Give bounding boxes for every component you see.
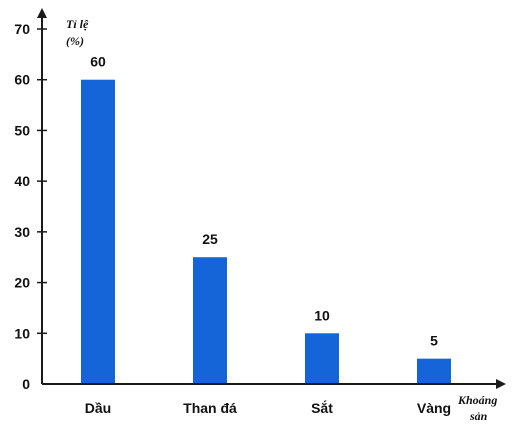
x-axis-title-line2: sản bbox=[469, 409, 488, 423]
y-tick-label: 20 bbox=[14, 275, 30, 291]
bar-value-label: 10 bbox=[314, 307, 330, 323]
y-tick-label: 10 bbox=[14, 325, 30, 341]
x-category-label: Sắt bbox=[311, 399, 333, 416]
y-axis-title-line1: Tỉ lệ bbox=[66, 17, 89, 31]
y-tick-label: 50 bbox=[14, 122, 30, 138]
y-tick-label: 0 bbox=[22, 376, 30, 392]
y-ticks: 0 10 20 30 40 50 60 70 bbox=[14, 21, 47, 392]
x-category-label: Than đá bbox=[183, 400, 237, 416]
bar bbox=[81, 79, 115, 384]
bar bbox=[417, 358, 451, 384]
bar-value-label: 5 bbox=[430, 333, 438, 349]
bar-value-label: 25 bbox=[202, 231, 218, 247]
bar bbox=[193, 257, 227, 384]
bar-value-label: 60 bbox=[90, 54, 106, 70]
x-category-label: Vàng bbox=[417, 400, 451, 416]
x-axis-title-line1: Khoáng bbox=[457, 393, 497, 407]
bar bbox=[305, 333, 339, 384]
x-category-label: Dầu bbox=[85, 400, 111, 416]
y-tick-label: 30 bbox=[14, 224, 30, 240]
y-tick-label: 40 bbox=[14, 173, 30, 189]
bars bbox=[81, 79, 451, 384]
y-tick-label: 60 bbox=[14, 72, 30, 88]
labels: 60 Dầu 25 Than đá 10 Sắt 5 Vàng bbox=[85, 54, 451, 416]
y-axis-title-line2: (%) bbox=[66, 34, 84, 48]
y-tick-label: 70 bbox=[14, 21, 30, 37]
